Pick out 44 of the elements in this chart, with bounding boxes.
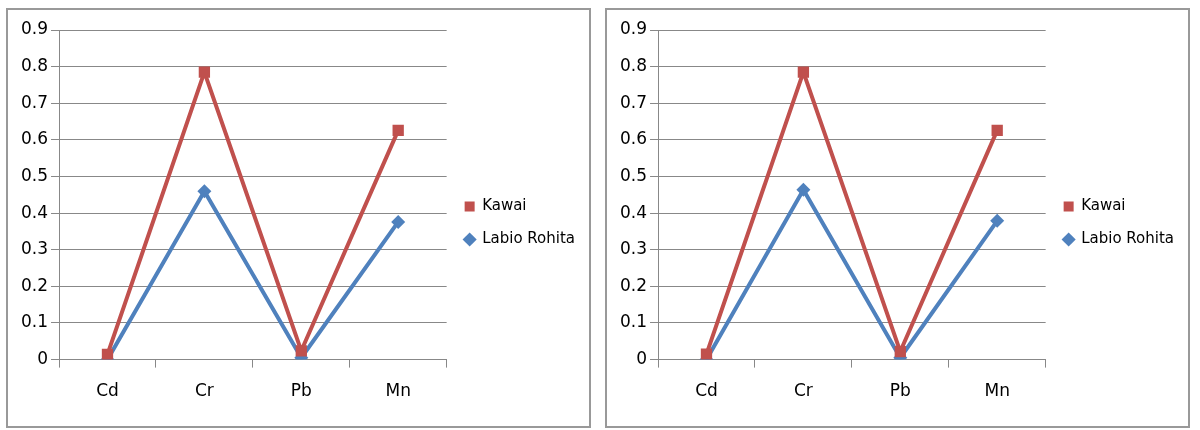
- point: [700, 348, 713, 360]
- y-tick-label: 0.1: [619, 311, 648, 332]
- y-tick-label: 0: [37, 348, 49, 369]
- legend-label: Labio Rohita: [1081, 229, 1174, 248]
- point: [797, 66, 810, 78]
- y-tick-label: 0.9: [20, 18, 49, 39]
- y-tick-label: 0.3: [619, 238, 648, 259]
- point: [391, 214, 406, 229]
- point: [991, 124, 1003, 136]
- point: [392, 124, 404, 136]
- x-tick-label: Pb: [290, 380, 312, 401]
- point: [295, 345, 307, 357]
- x-tick-label: Pb: [889, 380, 911, 401]
- y-tick-label: 0.5: [20, 164, 49, 185]
- y-tick-label: 0.6: [619, 128, 648, 149]
- x-tick-label: Cr: [793, 380, 813, 401]
- point: [894, 345, 906, 358]
- y-tick-label: 0.1: [20, 311, 49, 332]
- point: [101, 348, 114, 360]
- x-tick-label: Mn: [984, 380, 1010, 401]
- x-tick-label: Cr: [194, 380, 214, 401]
- legend-label: Labio Rohita: [482, 229, 575, 248]
- x-tick-label: Cd: [695, 380, 718, 401]
- x-tick-label: Mn: [385, 380, 411, 401]
- y-tick-label: 0.4: [20, 201, 49, 222]
- legend-label: Kawai: [1081, 196, 1126, 215]
- y-tick-label: 0.8: [619, 55, 648, 76]
- point: [197, 184, 212, 199]
- y-tick-label: 0.8: [20, 55, 49, 76]
- y-tick-label: 0.4: [619, 201, 648, 222]
- y-tick-label: 0.2: [20, 274, 49, 295]
- y-tick-label: 0.7: [20, 91, 49, 112]
- y-tick-label: 0.3: [20, 238, 49, 259]
- point: [796, 182, 811, 197]
- y-tick-label: 0.6: [20, 128, 49, 149]
- y-tick-label: 0.2: [619, 274, 648, 295]
- y-tick-label: 0.5: [619, 164, 648, 185]
- point: [198, 66, 211, 78]
- y-tick-label: 0: [636, 348, 648, 369]
- x-tick-label: Cd: [96, 380, 119, 401]
- point: [990, 213, 1005, 228]
- y-tick-label: 0.7: [619, 91, 648, 112]
- y-tick-label: 0.9: [619, 18, 648, 39]
- legend-label: Kawai: [482, 196, 527, 215]
